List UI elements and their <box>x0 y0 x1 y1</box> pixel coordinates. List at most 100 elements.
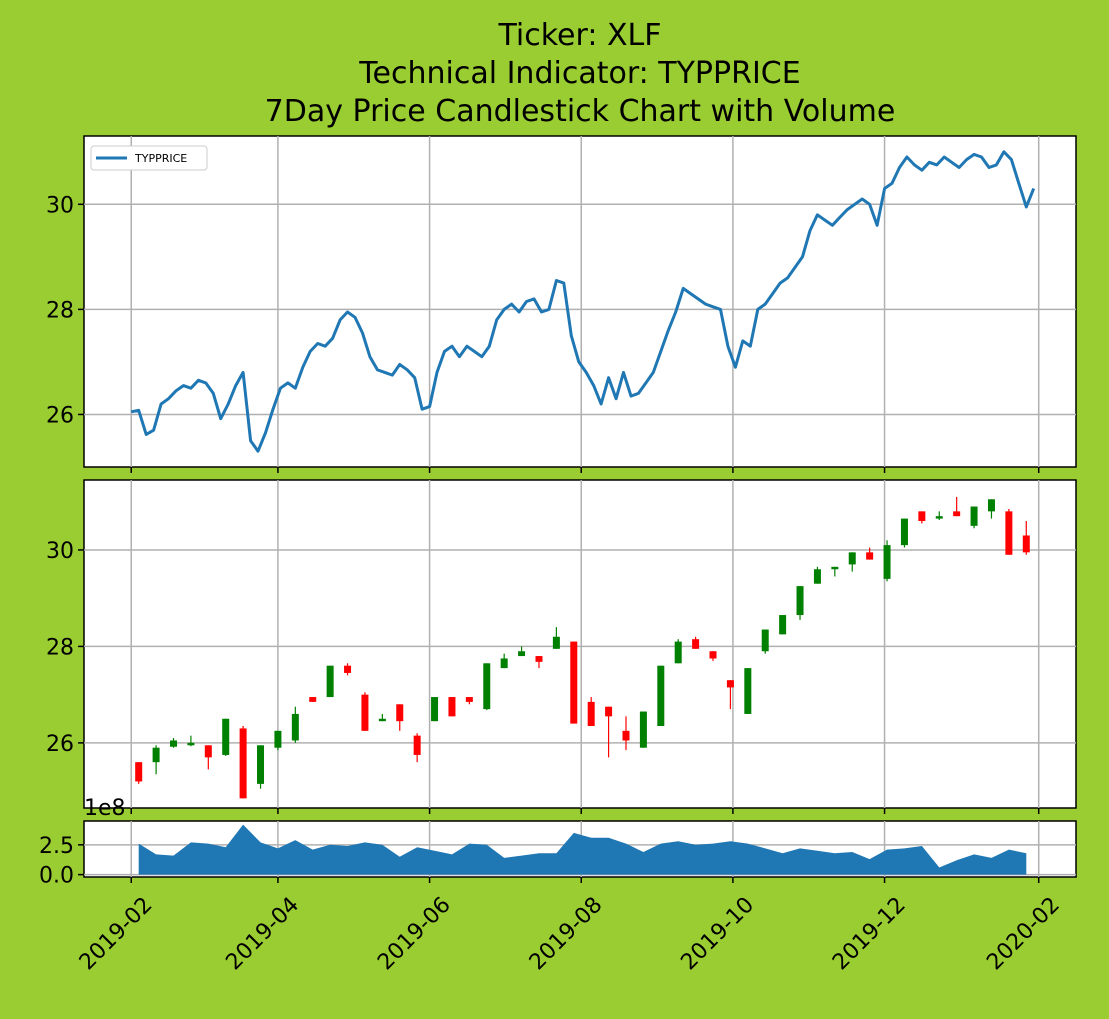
y-tick-label-0: 26 <box>46 732 74 757</box>
candle-body <box>465 697 473 702</box>
candle-body <box>813 569 821 584</box>
indicator-frame <box>83 135 1077 468</box>
candle-body <box>396 704 404 722</box>
candle-body <box>239 728 247 799</box>
candle <box>239 726 247 799</box>
candle <box>587 697 595 726</box>
candle <box>709 651 717 661</box>
candle-body <box>831 566 839 570</box>
candle <box>396 704 404 731</box>
candle <box>813 566 821 584</box>
candle-body <box>692 639 700 649</box>
candle <box>779 615 787 635</box>
title-line-3: 7Day Price Candlestick Chart with Volume <box>265 94 896 129</box>
volume-panel: 2.50.0 1e8 <box>39 796 1077 889</box>
candle-body <box>900 518 908 546</box>
candle-body <box>761 629 769 652</box>
y-tick-label-2: 30 <box>46 539 74 564</box>
candle <box>1022 521 1030 555</box>
candle-body <box>518 651 526 657</box>
candle-body <box>570 641 578 724</box>
candle-body <box>587 701 595 726</box>
candle <box>291 706 299 743</box>
candle-body <box>953 511 961 517</box>
candle <box>744 668 752 714</box>
candle-body <box>326 665 334 698</box>
y-tick-label-0: 2.5 <box>39 834 74 859</box>
candle <box>987 499 995 519</box>
candle <box>848 552 856 572</box>
y-tick-label-1: 0.0 <box>39 864 74 889</box>
candle-body <box>779 615 787 635</box>
candle <box>344 663 352 676</box>
candle <box>518 646 526 657</box>
candle <box>535 656 543 669</box>
candle-body <box>935 516 943 519</box>
candle <box>170 738 178 748</box>
candle-body <box>257 745 265 784</box>
candle <box>257 745 265 789</box>
candle-body <box>448 697 456 717</box>
candle <box>570 641 578 724</box>
candle <box>883 540 891 582</box>
candle <box>1005 508 1013 555</box>
candle <box>500 653 508 669</box>
candle <box>953 496 961 517</box>
y-tick-label-0: 26 <box>46 403 74 428</box>
candle-body <box>674 641 682 664</box>
legend-label: TYPPRICE <box>134 152 187 165</box>
candle <box>970 506 978 529</box>
candle-body <box>170 740 178 747</box>
candle-body <box>187 742 195 746</box>
candle-body <box>135 762 143 782</box>
candle-body <box>657 665 665 726</box>
candle <box>796 586 804 620</box>
candle-body <box>344 665 352 673</box>
candle <box>326 665 334 698</box>
candle-body <box>204 745 212 758</box>
candle-body <box>552 636 560 649</box>
candle <box>761 629 769 654</box>
candle <box>639 711 647 748</box>
candle <box>204 745 212 770</box>
candle <box>274 730 282 751</box>
candle <box>831 566 839 577</box>
title-line-1: Ticker: XLF <box>498 18 662 53</box>
candle <box>222 718 230 756</box>
typprice-line <box>130 150 1036 453</box>
candle-body <box>622 730 630 741</box>
candle-body <box>709 651 717 659</box>
candle-body <box>222 718 230 755</box>
candle <box>622 716 630 751</box>
candle-body <box>639 711 647 748</box>
indicator-series <box>130 150 1036 453</box>
volume-area <box>138 824 1027 875</box>
candle <box>918 511 926 524</box>
candle-body <box>361 694 369 731</box>
candle-body <box>535 656 543 662</box>
candle-body <box>413 735 421 755</box>
candle <box>674 639 682 664</box>
candle-body <box>970 506 978 526</box>
y-tick-label-1: 28 <box>46 298 74 323</box>
candle <box>361 692 369 731</box>
candle <box>309 697 317 702</box>
candle <box>465 697 473 705</box>
price-grid <box>84 480 1076 814</box>
candle <box>726 680 734 710</box>
y-tick-label-1: 28 <box>46 635 74 660</box>
candle <box>605 706 613 758</box>
price-panel: 26 28 30 <box>46 479 1077 814</box>
candle-body <box>152 747 160 763</box>
candle <box>187 735 195 747</box>
candles <box>135 496 1030 799</box>
volume-scale-label: 1e8 <box>84 796 126 821</box>
volume-y-axis: 2.50.0 <box>39 834 84 889</box>
candle-body <box>309 697 317 702</box>
candle <box>552 627 560 649</box>
candle-body <box>483 663 491 710</box>
legend-box <box>90 145 208 171</box>
price-y-axis: 26 28 30 <box>46 539 84 757</box>
candle-body <box>1022 535 1030 553</box>
